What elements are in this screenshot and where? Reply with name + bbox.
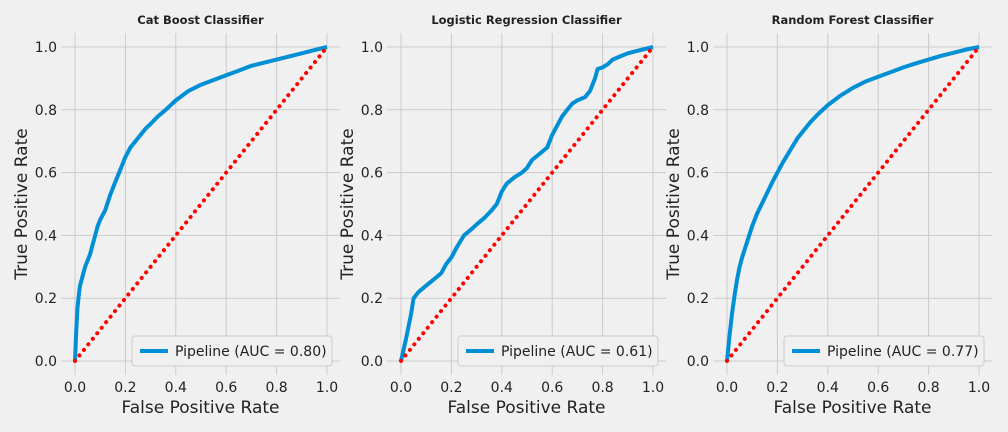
x-tick-label: 0.4 bbox=[165, 380, 187, 396]
roc-curve-line bbox=[725, 45, 980, 362]
x-tick-label: 0.6 bbox=[541, 380, 563, 396]
legend-label: Pipeline (AUC = 0.77) bbox=[827, 344, 979, 360]
y-tick-label: 0.0 bbox=[35, 354, 57, 370]
x-tick-label: 1.0 bbox=[316, 380, 338, 396]
y-tick-label: 0.6 bbox=[361, 166, 383, 182]
y-axis-label: True Positive Rate bbox=[664, 128, 684, 280]
roc-curve-line bbox=[399, 45, 654, 362]
x-axis-label: False Positive Rate bbox=[122, 398, 280, 418]
legend: Pipeline (AUC = 0.80) bbox=[131, 335, 333, 367]
y-tick-label: 1.0 bbox=[687, 40, 709, 56]
y-tick-label: 0.8 bbox=[361, 103, 383, 119]
chance-diagonal-line bbox=[399, 45, 655, 363]
x-tick-label: 0.2 bbox=[766, 380, 788, 396]
legend-box bbox=[457, 335, 659, 367]
x-axis-label: False Positive Rate bbox=[448, 398, 606, 418]
x-tick-label: 0.2 bbox=[440, 380, 462, 396]
x-tick-label: 0.6 bbox=[215, 380, 237, 396]
y-axis-label: True Positive Rate bbox=[12, 128, 32, 280]
y-tick-label: 0.2 bbox=[35, 291, 57, 307]
y-tick-label: 0.6 bbox=[35, 166, 57, 182]
legend-label: Pipeline (AUC = 0.61) bbox=[501, 344, 653, 360]
y-tick-label: 0.4 bbox=[687, 228, 709, 244]
y-tick-label: 1.0 bbox=[361, 40, 383, 56]
gridlines bbox=[61, 33, 340, 375]
y-tick-label: 0.0 bbox=[687, 354, 709, 370]
y-tick-label: 1.0 bbox=[35, 40, 57, 56]
x-tick-label: 0.2 bbox=[114, 380, 136, 396]
chart-panel-2: 0.0 0.2 0.4 0.6 0.8 1.0 0.0 0.2 0.4 0.6 0.8 1.0 Logi… bbox=[338, 13, 666, 418]
legend: Pipeline (AUC = 0.77) bbox=[783, 335, 985, 367]
legend-label: Pipeline (AUC = 0.80) bbox=[175, 344, 327, 360]
x-tick-label: 0.0 bbox=[64, 380, 86, 396]
y-tick-label: 0.2 bbox=[687, 291, 709, 307]
chance-diagonal-line bbox=[73, 45, 329, 363]
x-tick-label: 1.0 bbox=[642, 380, 664, 396]
y-tick-label: 0.4 bbox=[361, 228, 383, 244]
chance-diagonal-line bbox=[725, 45, 981, 363]
legend: Pipeline (AUC = 0.61) bbox=[457, 335, 659, 367]
chart-title: Logistic Regression Classifier bbox=[431, 13, 622, 27]
legend-box bbox=[131, 335, 333, 367]
y-tick-label: 0.0 bbox=[361, 354, 383, 370]
x-tick-label: 0.6 bbox=[867, 380, 889, 396]
x-tick-label: 0.4 bbox=[817, 380, 839, 396]
y-tick-label: 0.6 bbox=[687, 166, 709, 182]
x-tick-label: 0.8 bbox=[265, 380, 287, 396]
x-tick-label: 0.8 bbox=[917, 380, 939, 396]
chart-panel-3: 0.0 0.2 0.4 0.6 0.8 1.0 0.0 0.2 0.4 0.6 0.8 1.0 Rand… bbox=[664, 13, 992, 418]
x-tick-label: 0.8 bbox=[591, 380, 613, 396]
chart-panel-1: 0.0 0.2 0.4 0.6 0.8 1.0 0.0 0.2 0.4 0.6 0.8 1.0 Cat … bbox=[12, 13, 340, 418]
chart-title: Random Forest Classifier bbox=[772, 13, 934, 27]
y-tick-label: 0.4 bbox=[35, 228, 57, 244]
x-tick-label: 0.0 bbox=[390, 380, 412, 396]
y-tick-label: 0.8 bbox=[35, 103, 57, 119]
y-tick-label: 0.8 bbox=[687, 103, 709, 119]
y-axis-label: True Positive Rate bbox=[338, 128, 358, 280]
legend-box bbox=[783, 335, 985, 367]
y-tick-label: 0.2 bbox=[361, 291, 383, 307]
x-tick-label: 1.0 bbox=[968, 380, 990, 396]
chart-title: Cat Boost Classifier bbox=[137, 13, 264, 27]
x-tick-label: 0.0 bbox=[716, 380, 738, 396]
gridlines bbox=[387, 33, 666, 375]
x-tick-label: 0.4 bbox=[491, 380, 513, 396]
roc-curve-line bbox=[73, 45, 328, 362]
x-axis-label: False Positive Rate bbox=[774, 398, 932, 418]
